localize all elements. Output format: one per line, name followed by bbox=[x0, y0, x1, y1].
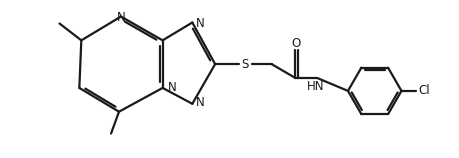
Text: O: O bbox=[291, 37, 300, 50]
Text: S: S bbox=[241, 58, 248, 71]
Text: N: N bbox=[167, 81, 176, 94]
Text: N: N bbox=[196, 96, 205, 109]
Text: N: N bbox=[116, 11, 125, 24]
Text: N: N bbox=[196, 17, 205, 30]
Text: HN: HN bbox=[306, 80, 323, 93]
Text: Cl: Cl bbox=[418, 84, 429, 97]
